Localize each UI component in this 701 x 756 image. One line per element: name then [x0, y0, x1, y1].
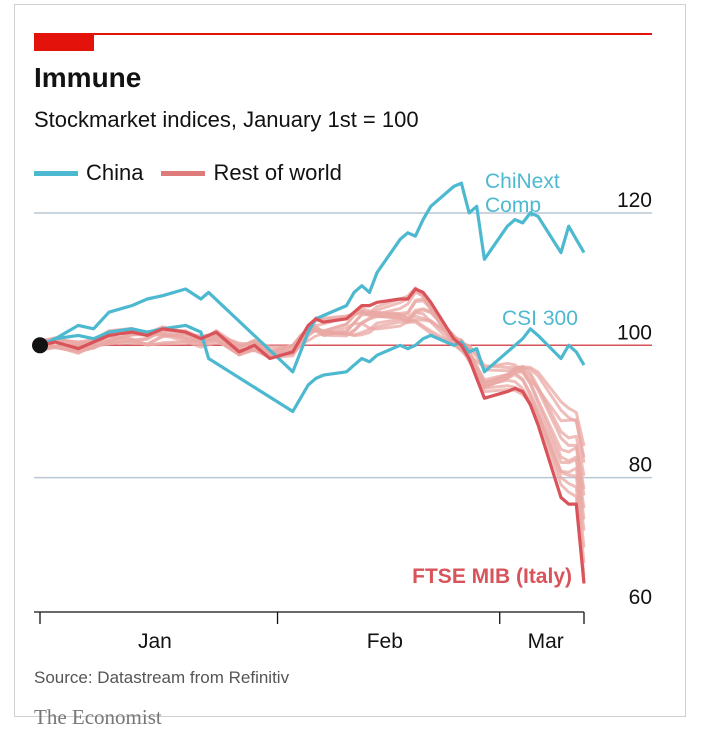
brand-logo: The Economist — [34, 705, 162, 729]
accent-tag — [34, 33, 94, 51]
chart-title: Immune — [34, 62, 142, 93]
legend-item-rest-of-world: Rest of world — [161, 160, 342, 186]
accent-rule — [34, 33, 652, 35]
legend-label-rest-of-world: Rest of world — [213, 160, 342, 185]
legend-label-china: China — [86, 160, 144, 185]
legend-item-china: China — [34, 160, 143, 186]
chart-subtitle: Stockmarket indices, January 1st = 100 — [34, 107, 419, 132]
legend: China Rest of world — [34, 160, 360, 186]
source-note: Source: Datastream from Refinitiv — [34, 668, 290, 687]
legend-swatch-china — [34, 170, 78, 176]
legend-swatch-rest-of-world — [161, 170, 206, 176]
